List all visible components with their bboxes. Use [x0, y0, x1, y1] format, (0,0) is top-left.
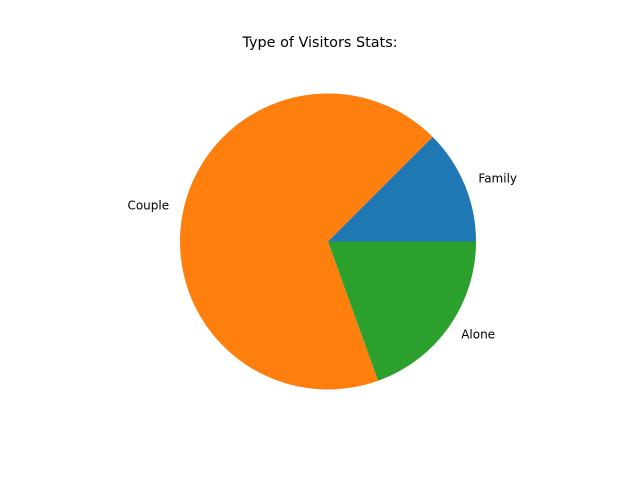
pie-label-family: Family [478, 172, 517, 186]
pie-label-couple: Couple [127, 198, 169, 212]
pie-slice-couple [180, 93, 433, 390]
pie-slice-alone [328, 241, 476, 381]
pie-label-alone: Alone [461, 328, 495, 342]
chart-title: Type of Visitors Stats: [242, 35, 398, 51]
pie-slice-family [328, 136, 476, 242]
